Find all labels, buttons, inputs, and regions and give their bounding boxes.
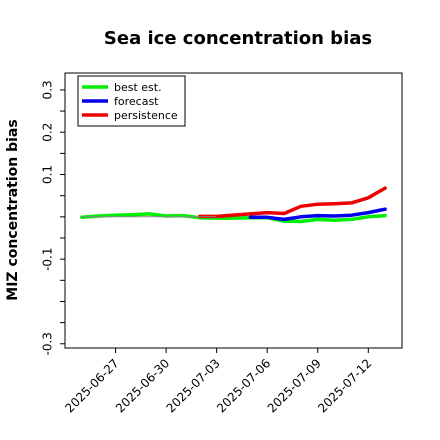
y-tick-label: 0.1: [41, 165, 55, 184]
y-tick-label: 0.2: [41, 123, 55, 142]
plot-area: [64, 72, 403, 349]
x-axis: 2025-06-272025-06-302025-07-032025-07-06…: [62, 348, 374, 415]
x-tick-label: 2025-07-12: [315, 356, 374, 415]
y-tick-label: -0.3: [41, 332, 55, 355]
plot-frame: [64, 72, 403, 349]
series-layer: [80, 186, 387, 224]
y-axis-label: MIZ concentration bias: [5, 119, 21, 300]
legend-label-best-est: best est.: [114, 81, 162, 94]
persistence-line: [198, 186, 387, 219]
chart-title: Sea ice concentration bias: [104, 28, 372, 49]
y-tick-label: -0.1: [41, 247, 55, 270]
legend-label-persistence: persistence: [114, 109, 178, 122]
y-tick-label: 0.3: [41, 80, 55, 99]
y-axis: 0.3 0.2 0.1 -0.1 -0.3: [41, 80, 65, 356]
best-est-line: [80, 212, 387, 224]
reference-4-line: [216, 212, 268, 217]
forecast-line: [248, 207, 387, 222]
legend-label-forecast: forecast: [114, 95, 159, 108]
